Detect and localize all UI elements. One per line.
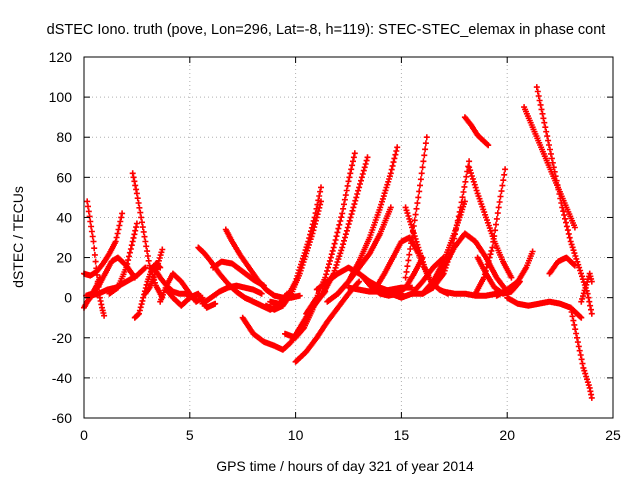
- x-tick-label: 15: [394, 427, 410, 443]
- series-points: [142, 246, 166, 297]
- series-points: [504, 294, 585, 321]
- series-40: [493, 248, 536, 299]
- x-tick-label: 10: [288, 427, 304, 443]
- x-tick-label: 5: [186, 427, 194, 443]
- chart-title: dSTEC Iono. truth (pove, Lon=296, Lat=-8…: [47, 22, 606, 38]
- series-points: [461, 114, 492, 149]
- y-tick-label: 60: [56, 169, 72, 185]
- y-tick-label: -40: [52, 370, 72, 386]
- series-46: [578, 270, 595, 305]
- series-points: [387, 254, 447, 301]
- series-5: [106, 220, 140, 297]
- y-tick-label: 100: [49, 89, 73, 105]
- series-44: [546, 254, 578, 277]
- series-18: [267, 184, 324, 307]
- y-tick-label: 0: [64, 290, 72, 306]
- series-39: [472, 166, 509, 297]
- y-axis-label: dSTEC / TECUs: [10, 186, 26, 288]
- series-29: [387, 254, 447, 301]
- plot-frame: [83, 56, 614, 419]
- y-tick-label: -20: [52, 330, 72, 346]
- x-tick-label: 25: [605, 427, 621, 443]
- series-33: [419, 198, 468, 297]
- axis-ticks: 0 5 10 15 20 25 -60 -40 -20 0 20 40 60 80 100 120: [49, 49, 621, 443]
- series-points: [546, 254, 578, 277]
- y-tick-label: 40: [56, 209, 72, 225]
- series-points: [493, 248, 536, 299]
- y-tick-label: 20: [56, 250, 72, 266]
- series-points: [402, 134, 430, 281]
- y-tick-label: 120: [49, 49, 73, 65]
- y-tick-label: -60: [52, 410, 72, 426]
- series-34: [430, 230, 511, 295]
- series-points: [578, 270, 595, 305]
- series-points: [106, 220, 140, 297]
- series-13: [199, 282, 265, 307]
- series-points: [567, 304, 595, 401]
- y-tick-label: 80: [56, 129, 72, 145]
- series-points: [430, 230, 511, 295]
- x-axis-label: GPS time / hours of day 321 of year 2014: [216, 458, 474, 474]
- series-31: [402, 134, 430, 281]
- plot-area: [81, 84, 595, 401]
- series-points: [334, 144, 401, 297]
- series-points: [419, 198, 468, 297]
- x-tick-label: 20: [499, 427, 515, 443]
- series-41: [504, 294, 585, 321]
- series-25: [334, 144, 401, 297]
- series-points: [267, 184, 324, 307]
- series-8: [142, 246, 166, 297]
- x-tick-label: 0: [80, 427, 88, 443]
- series-45: [567, 304, 595, 401]
- series-36: [461, 114, 492, 149]
- series-points: [199, 282, 265, 307]
- series-points: [472, 166, 509, 297]
